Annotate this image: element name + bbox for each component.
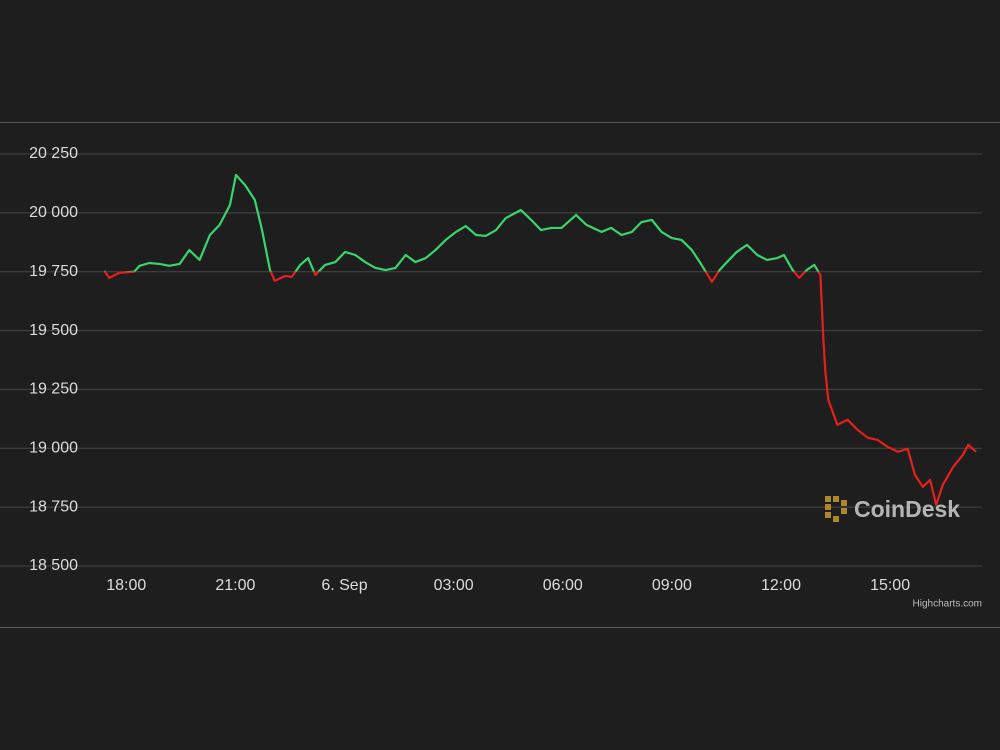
x-tick-label: 03:00 [434,577,474,594]
watermark: CoinDesk [825,496,960,522]
x-tick-label: 15:00 [870,577,910,594]
y-tick-label: 19 750 [29,263,78,280]
credits: Highcharts.com [913,599,982,610]
x-tick-label: 21:00 [215,577,255,594]
price-line [103,173,977,506]
y-tick-label: 19 250 [29,381,78,398]
y-tick-label: 19 500 [29,322,78,339]
y-tick-label: 20 000 [29,204,78,221]
x-tick-label: 18:00 [106,577,146,594]
y-tick-label: 18 750 [29,498,78,515]
x-tick-label: 06:00 [543,577,583,594]
watermark-logo [825,496,847,522]
x-tick-label: 09:00 [652,577,692,594]
y-tick-label: 18 500 [29,557,78,574]
x-tick-label: 6. Sep [321,577,367,594]
watermark-text: CoinDesk [854,496,960,522]
x-tick-label: 12:00 [761,577,801,594]
y-tick-label: 20 250 [29,145,78,162]
y-tick-label: 19 000 [29,440,78,457]
